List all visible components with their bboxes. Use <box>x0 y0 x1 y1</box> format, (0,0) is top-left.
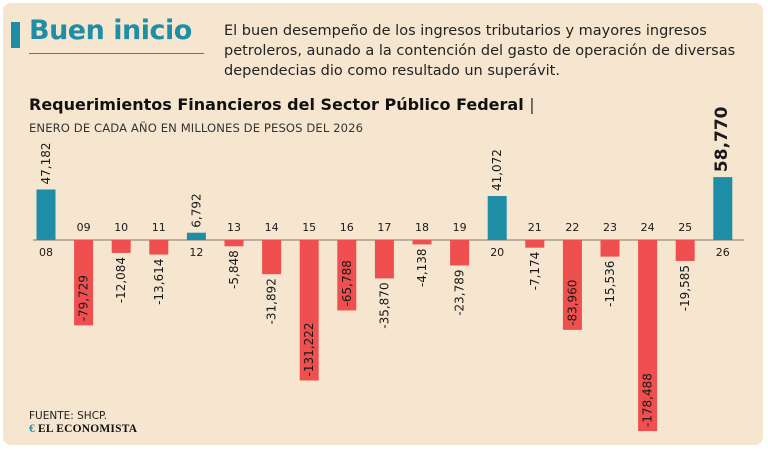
data-label-21: -7,174 <box>528 252 542 291</box>
data-label-19: -23,789 <box>453 269 467 315</box>
data-label-08: 47,182 <box>39 142 53 184</box>
bar-23 <box>600 240 620 257</box>
tick-label-25: 25 <box>678 221 692 234</box>
tick-label-18: 18 <box>415 221 429 234</box>
data-label-12: 6,792 <box>189 193 203 227</box>
data-label-23: -15,536 <box>603 261 617 307</box>
headline: Buen inicio <box>29 15 192 46</box>
data-label-25: -19,585 <box>678 265 692 311</box>
tick-label-08: 08 <box>39 246 53 259</box>
tick-label-16: 16 <box>340 221 354 234</box>
data-label-24: -178,488 <box>641 373 655 427</box>
bar-24 <box>638 240 658 432</box>
bar-14 <box>262 240 282 275</box>
data-label-09: -79,729 <box>77 275 91 321</box>
tick-label-10: 10 <box>114 221 128 234</box>
source-note: FUENTE: SHCP. <box>29 410 108 422</box>
bar-25 <box>675 240 695 261</box>
tick-label-26: 26 <box>716 246 730 259</box>
bar-15 <box>299 240 319 381</box>
tick-label-12: 12 <box>189 246 203 259</box>
publisher-logo: € EL ECONOMISTA <box>29 423 137 435</box>
chart-title-text: Requerimientos Financieros del Sector Pú… <box>29 95 524 114</box>
data-label-13: -5,848 <box>227 250 241 289</box>
bar-20 <box>487 196 507 240</box>
tick-label-19: 19 <box>453 221 467 234</box>
bar-10 <box>111 240 131 253</box>
publisher-name: EL ECONOMISTA <box>38 423 138 435</box>
headline-underline <box>29 53 204 54</box>
tick-label-17: 17 <box>377 221 391 234</box>
data-label-17: -35,870 <box>377 282 391 328</box>
bar-18 <box>412 240 432 245</box>
tick-label-23: 23 <box>603 221 617 234</box>
bar-19 <box>450 240 470 266</box>
data-label-16: -65,788 <box>340 260 354 306</box>
data-label-20: 41,072 <box>490 149 504 191</box>
tick-label-24: 24 <box>641 221 655 234</box>
bar-21 <box>525 240 545 248</box>
intro-text: El buen desempeño de los ingresos tribut… <box>224 23 736 79</box>
tick-label-21: 21 <box>528 221 542 234</box>
bar-13 <box>224 240 244 247</box>
publisher-logo-icon: € <box>29 423 35 435</box>
tick-label-22: 22 <box>565 221 579 234</box>
infographic-card: Buen inicio El buen desempeño de los ing… <box>3 3 763 445</box>
data-label-10: -12,084 <box>114 257 128 303</box>
tick-label-15: 15 <box>302 221 316 234</box>
bar-09 <box>74 240 94 326</box>
tick-label-13: 13 <box>227 221 241 234</box>
bar-11 <box>149 240 169 255</box>
data-label-14: -31,892 <box>265 278 279 324</box>
data-label-15: -131,222 <box>302 323 316 377</box>
tick-label-09: 09 <box>77 221 91 234</box>
bar-22 <box>562 240 582 330</box>
data-label-18: -4,138 <box>415 248 429 287</box>
data-label-26: 58,770 <box>712 106 732 172</box>
tick-label-11: 11 <box>152 221 166 234</box>
bar-12 <box>186 232 206 240</box>
bar-08 <box>36 189 56 240</box>
bar-chart: 08 47,182 09 -79,729 10 -12,084 11 -13,614 12 6,7… <box>33 106 744 432</box>
chart-subtitle: ENERO DE CADA AÑO EN MILLONES DE PESOS D… <box>29 121 364 135</box>
bar-16 <box>337 240 357 311</box>
bar-26 <box>713 177 733 240</box>
headline-accent-bar <box>11 22 20 48</box>
tick-label-20: 20 <box>490 246 504 259</box>
chart-title: Requerimientos Financieros del Sector Pú… <box>29 95 535 114</box>
data-label-22: -83,960 <box>565 280 579 326</box>
chart-title-separator: | <box>529 95 535 114</box>
data-label-11: -13,614 <box>152 259 166 305</box>
tick-label-14: 14 <box>265 221 279 234</box>
bar-17 <box>374 240 394 279</box>
